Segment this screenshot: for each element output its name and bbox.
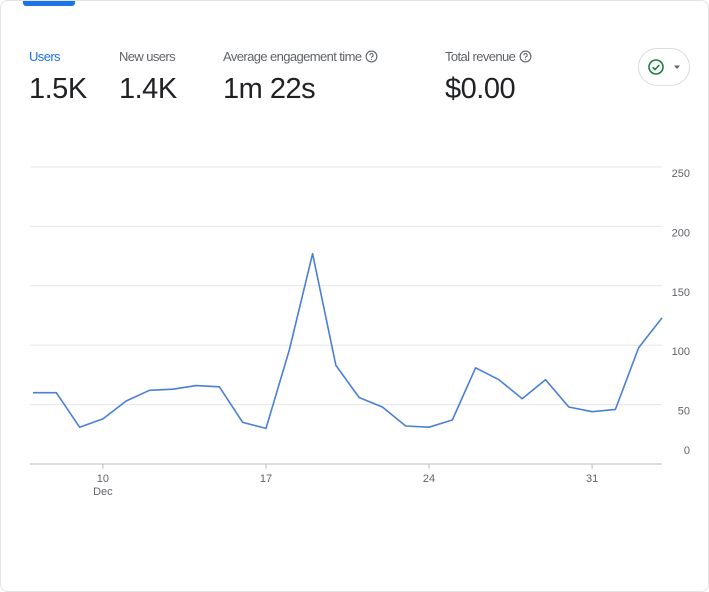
x-tick-label: 31 xyxy=(586,473,598,485)
y-tick-label: 200 xyxy=(672,227,690,239)
x-tick-label: 24 xyxy=(423,473,435,485)
metric-engagement[interactable]: Average engagement time 1m 22s xyxy=(223,49,378,106)
x-month-label: Dec xyxy=(93,486,113,498)
metric-new-users[interactable]: New users 1.4K xyxy=(119,49,177,106)
y-tick-label: 100 xyxy=(672,346,690,358)
metric-users[interactable]: Users 1.5K xyxy=(29,49,87,106)
metric-label: Total revenue xyxy=(445,49,516,64)
metric-label-row: Average engagement time xyxy=(223,49,378,64)
metric-label: Average engagement time xyxy=(223,49,362,64)
comparison-picker[interactable] xyxy=(638,48,690,86)
y-tick-label: 250 xyxy=(672,168,690,180)
metric-value: $0.00 xyxy=(445,73,516,105)
picker-icons xyxy=(648,59,680,75)
help-icon[interactable] xyxy=(365,50,378,63)
metric-label: New users xyxy=(119,49,176,64)
help-icon[interactable] xyxy=(519,50,532,63)
metric-value: 1.4K xyxy=(119,73,177,105)
y-tick-label: 0 xyxy=(684,445,690,457)
metric-label: Users xyxy=(29,49,61,64)
active-tab-indicator xyxy=(23,1,75,6)
metric-label-row: Total revenue xyxy=(445,49,532,64)
x-tick-label: 10 xyxy=(97,473,109,485)
y-tick-label: 150 xyxy=(672,287,690,299)
metric-value: 1.5K xyxy=(29,73,87,105)
x-tick-label: 17 xyxy=(260,473,272,485)
metric-value: 1m 22s xyxy=(223,73,316,105)
y-tick-label: 50 xyxy=(678,406,690,418)
metric-revenue[interactable]: Total revenue $0.00 xyxy=(445,49,532,106)
series-line xyxy=(33,252,663,430)
